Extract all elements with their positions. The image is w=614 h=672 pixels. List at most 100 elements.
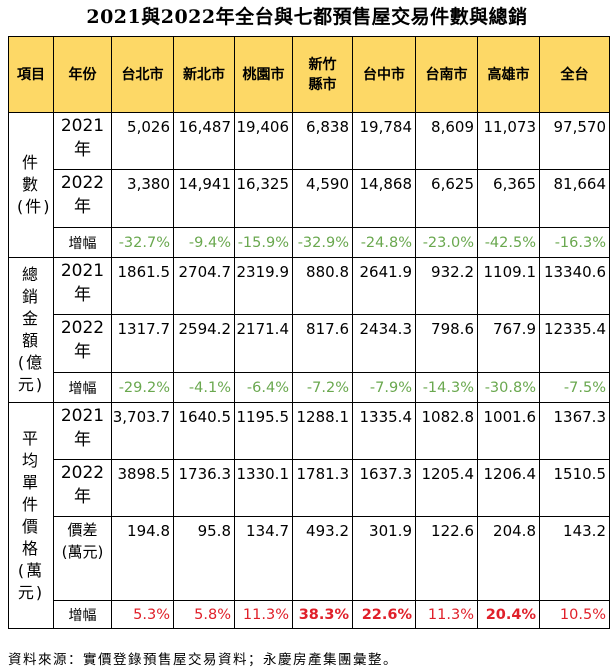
value-cell: 2319.9 <box>234 257 293 315</box>
value-cell: 5.3% <box>111 600 174 629</box>
row-label: 價差(萬元) <box>53 516 112 601</box>
value-cell: 19,406 <box>234 112 293 170</box>
value-cell: 5.8% <box>173 600 235 629</box>
value-cell: 1736.3 <box>173 459 235 517</box>
value-cell: -23.0% <box>415 227 478 258</box>
value-cell: 2594.2 <box>173 314 235 373</box>
header-cell: 年份 <box>53 36 112 113</box>
header-cell: 高雄市 <box>477 36 540 113</box>
value-cell: 798.6 <box>415 314 478 373</box>
group-label-total: 總銷金額(億元) <box>8 257 54 403</box>
value-cell: 194.8 <box>111 516 174 601</box>
year-cell: 2021 年 <box>53 402 112 460</box>
value-cell: -4.1% <box>173 372 235 403</box>
header-cell: 全台 <box>539 36 610 113</box>
value-cell: 1861.5 <box>111 257 174 315</box>
group-label-avg: 平均單件價格(萬元) <box>8 402 54 629</box>
header-row: 項目 年份 台北市 新北市 桃園市 新竹縣市 台中市 台南市 高雄市 全台 <box>8 36 610 113</box>
table-row: 2022 年 3898.5 1736.3 1330.1 1781.3 1637.3 1205… <box>9 459 610 517</box>
value-cell: 1335.4 <box>352 402 416 460</box>
table-row: 增幅 -29.2% -4.1% -6.4% -7.2% -7.9% -14.3% -30.8… <box>9 372 610 403</box>
value-cell: 817.6 <box>292 314 353 373</box>
value-cell: 11,073 <box>477 112 540 170</box>
value-cell: 95.8 <box>173 516 235 601</box>
value-cell: -14.3% <box>415 372 478 403</box>
value-cell: 97,570 <box>539 112 610 170</box>
value-cell: 2434.3 <box>352 314 416 373</box>
value-cell: 1781.3 <box>292 459 353 517</box>
table-row: 平均單件價格(萬元) 2021 年 3,703.7 1640.5 1195.5 1288… <box>8 402 610 629</box>
header-cell: 台北市 <box>111 36 174 113</box>
value-cell: 1510.5 <box>539 459 610 517</box>
value-cell: 1205.4 <box>415 459 478 517</box>
value-cell: 301.9 <box>352 516 416 601</box>
table-row: 增幅 -32.7% -9.4% -15.9% -32.9% -24.8% -23.0% -4… <box>9 227 610 258</box>
value-cell: 13340.6 <box>539 257 610 315</box>
value-cell: 4,590 <box>292 169 353 228</box>
value-cell: 5,026 <box>111 112 174 170</box>
row-label: 增幅 <box>53 600 112 629</box>
value-cell: 6,625 <box>415 169 478 228</box>
value-cell: 493.2 <box>292 516 353 601</box>
header-cell: 新竹縣市 <box>292 36 353 113</box>
value-cell: 1109.1 <box>477 257 540 315</box>
header-cell: 台中市 <box>352 36 416 113</box>
value-cell: -24.8% <box>352 227 416 258</box>
value-cell: 10.5% <box>539 600 610 629</box>
value-cell: 134.7 <box>234 516 293 601</box>
value-cell: 8,609 <box>415 112 478 170</box>
year-cell: 2022 年 <box>53 459 112 517</box>
value-cell: 1367.3 <box>539 402 610 460</box>
table-row: 價差(萬元) 194.8 95.8 134.7 493.2 301.9 122.6 204.… <box>9 516 610 601</box>
header-cell: 項目 <box>8 36 54 113</box>
row-label: 增幅 <box>53 227 112 258</box>
value-cell: 2641.9 <box>352 257 416 315</box>
value-cell: 6,365 <box>477 169 540 228</box>
value-cell: 12335.4 <box>539 314 610 373</box>
value-cell: -6.4% <box>234 372 293 403</box>
value-cell: 6,838 <box>292 112 353 170</box>
value-cell: -30.8% <box>477 372 540 403</box>
value-cell: -42.5% <box>477 227 540 258</box>
value-cell: -32.7% <box>111 227 174 258</box>
value-cell: 1640.5 <box>173 402 235 460</box>
value-cell: 14,941 <box>173 169 235 228</box>
value-cell: 2704.7 <box>173 257 235 315</box>
presale-data-table: 項目 年份 台北市 新北市 桃園市 新竹縣市 台中市 台南市 高雄市 全台 件數… <box>8 36 610 629</box>
value-cell: 16,487 <box>173 112 235 170</box>
header-cell: 台南市 <box>415 36 478 113</box>
value-cell: -32.9% <box>292 227 353 258</box>
value-cell: 143.2 <box>539 516 610 601</box>
value-cell: -16.3% <box>539 227 610 258</box>
value-cell: 3,703.7 <box>111 402 174 460</box>
value-cell: 1637.3 <box>352 459 416 517</box>
value-cell: 81,664 <box>539 169 610 228</box>
value-cell: 3898.5 <box>111 459 174 517</box>
year-cell: 2022 年 <box>53 314 112 373</box>
value-cell: 11.3% <box>415 600 478 629</box>
value-cell: 1082.8 <box>415 402 478 460</box>
value-cell: 1288.1 <box>292 402 353 460</box>
year-cell: 2021 年 <box>53 257 112 315</box>
value-cell: 1206.4 <box>477 459 540 517</box>
value-cell: 19,784 <box>352 112 416 170</box>
value-cell: 1195.5 <box>234 402 293 460</box>
value-cell: -7.9% <box>352 372 416 403</box>
value-cell: 20.4% <box>477 600 540 629</box>
value-cell: -29.2% <box>111 372 174 403</box>
table-row: 件數(件) 2021 年 5,026 16,487 19,406 6,838 19,784… <box>8 112 610 258</box>
table-title: 2021與2022年全台與七都預售屋交易件數與總銷 <box>86 6 528 28</box>
value-cell: 16,325 <box>234 169 293 228</box>
value-cell: 1317.7 <box>111 314 174 373</box>
year-cell: 2021 年 <box>53 112 112 170</box>
value-cell: -15.9% <box>234 227 293 258</box>
value-cell: 880.8 <box>292 257 353 315</box>
table-row: 增幅 5.3% 5.8% 11.3% 38.3% 22.6% 11.3% 20.4% 10.5… <box>9 600 610 629</box>
value-cell: 767.9 <box>477 314 540 373</box>
value-cell: 204.8 <box>477 516 540 601</box>
header-cell: 新北市 <box>173 36 235 113</box>
value-cell: 1001.6 <box>477 402 540 460</box>
source-note: 資料來源：實價登錄預售屋交易資料；永慶房產集團彙整。 <box>8 652 398 668</box>
table-row: 2022 年 1317.7 2594.2 2171.4 817.6 2434.3 798.6… <box>9 314 610 373</box>
row-label: 增幅 <box>53 372 112 403</box>
